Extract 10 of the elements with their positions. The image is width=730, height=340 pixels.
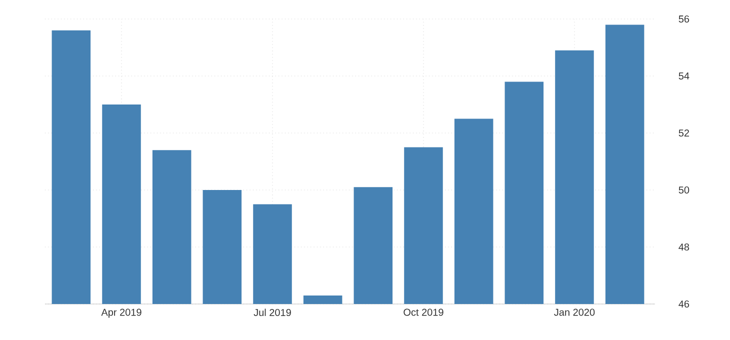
x-tick-label: Oct 2019	[404, 308, 444, 316]
x-tick-label: Jan 2020	[554, 308, 595, 316]
y-tick-label: 54	[678, 72, 690, 80]
y-tick-label: 56	[678, 15, 690, 23]
x-tick-label: Jul 2019	[254, 308, 291, 316]
y-tick-label: 46	[678, 300, 690, 308]
x-tick-label: Apr 2019	[101, 308, 142, 318]
y-tick-label: 50	[678, 186, 690, 194]
y-tick-label: 52	[678, 129, 690, 137]
y-tick-label: 48	[678, 243, 690, 251]
